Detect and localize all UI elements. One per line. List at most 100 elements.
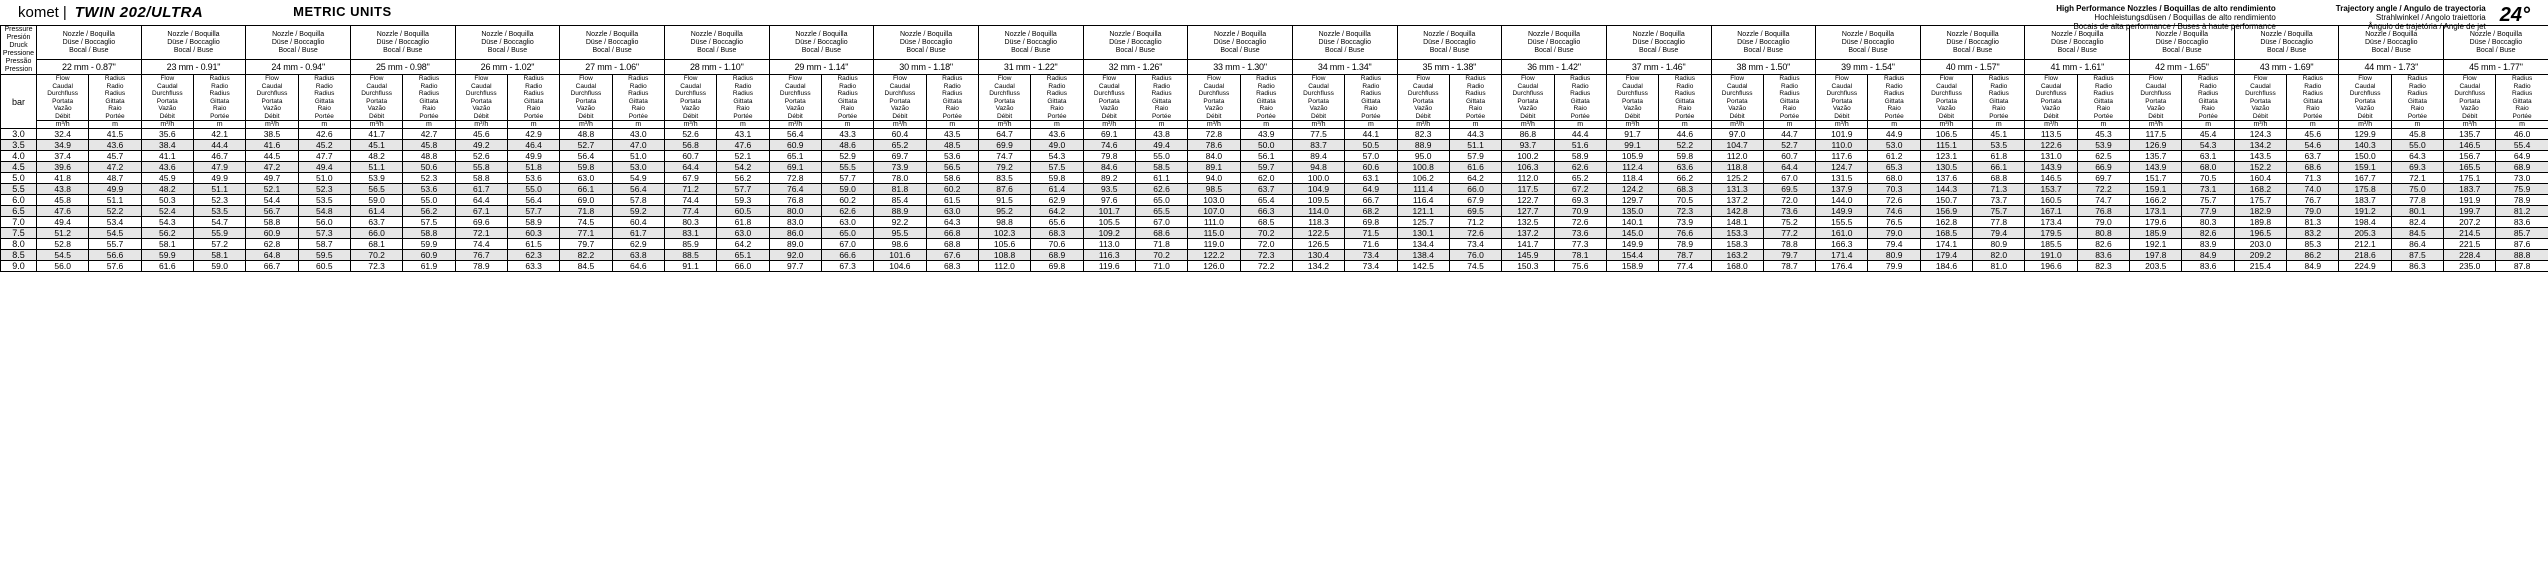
radius-header: RadiusRadioRadiusGittataRaioPortée <box>2287 75 2339 121</box>
table-cell: 192.1 <box>2130 239 2182 250</box>
table-cell: 143.9 <box>2025 162 2077 173</box>
table-cell: 126.9 <box>2130 140 2182 151</box>
table-cell: 196.5 <box>2234 228 2286 239</box>
table-cell: 176.4 <box>1816 261 1868 272</box>
table-cell: 56.0 <box>37 261 89 272</box>
table-cell: 49.4 <box>1135 140 1187 151</box>
radius-unit: m <box>1868 121 1920 129</box>
table-cell: 100.2 <box>1502 151 1554 162</box>
table-cell: 76.0 <box>1449 250 1501 261</box>
table-cell: 53.0 <box>612 162 664 173</box>
table-cell: 45.7 <box>89 151 141 162</box>
table-cell: 51.0 <box>612 151 664 162</box>
table-cell: 66.0 <box>350 228 402 239</box>
table-cell: 66.9 <box>2077 162 2129 173</box>
table-cell: 74.0 <box>2287 184 2339 195</box>
table-cell: 55.0 <box>2391 140 2443 151</box>
pressure-value: 5.0 <box>1 173 37 184</box>
table-cell: 89.2 <box>1083 173 1135 184</box>
table-cell: 75.7 <box>1973 206 2025 217</box>
table-cell: 87.6 <box>2496 239 2548 250</box>
flow-unit: m³/h <box>1083 121 1135 129</box>
radius-header: RadiusRadioRadiusGittataRaioPortée <box>1763 75 1815 121</box>
table-cell: 52.9 <box>821 151 873 162</box>
table-cell: 48.8 <box>560 129 612 140</box>
table-cell: 189.8 <box>2234 217 2286 228</box>
table-cell: 191.9 <box>2444 195 2496 206</box>
table-cell: 43.6 <box>1031 129 1083 140</box>
table-cell: 44.9 <box>1868 129 1920 140</box>
radius-unit: m <box>2182 121 2234 129</box>
nozzle-size: 43 mm - 1.69" <box>2234 60 2339 75</box>
table-cell: 70.2 <box>350 250 402 261</box>
table-cell: 75.0 <box>2391 184 2443 195</box>
nozzle-size: 27 mm - 1.06" <box>560 60 665 75</box>
radius-header: RadiusRadioRadiusGittataRaioPortée <box>1659 75 1711 121</box>
table-cell: 61.9 <box>403 261 455 272</box>
table-cell: 82.2 <box>560 250 612 261</box>
table-cell: 150.0 <box>2339 151 2391 162</box>
table-cell: 84.5 <box>2391 228 2443 239</box>
table-cell: 76.8 <box>2077 206 2129 217</box>
table-cell: 60.4 <box>874 129 926 140</box>
table-cell: 126.0 <box>1188 261 1240 272</box>
table-cell: 59.0 <box>193 261 245 272</box>
table-cell: 74.6 <box>1083 140 1135 151</box>
table-cell: 66.1 <box>560 184 612 195</box>
table-cell: 83.7 <box>1292 140 1344 151</box>
flow-unit: m³/h <box>2339 121 2391 129</box>
table-cell: 81.2 <box>2496 206 2548 217</box>
table-cell: 60.7 <box>1763 151 1815 162</box>
table-cell: 50.5 <box>1345 140 1397 151</box>
hpn-line-0: High Performance Nozzles / Boquillas de … <box>2056 4 2276 13</box>
table-cell: 131.5 <box>1816 173 1868 184</box>
table-cell: 68.9 <box>2496 162 2548 173</box>
table-cell: 87.5 <box>2391 250 2443 261</box>
radius-unit: m <box>298 121 350 129</box>
radius-header: RadiusRadioRadiusGittataRaioPortée <box>612 75 664 121</box>
radius-header: RadiusRadioRadiusGittataRaioPortée <box>298 75 350 121</box>
radius-unit: m <box>1659 121 1711 129</box>
table-cell: 68.8 <box>926 239 978 250</box>
table-cell: 58.9 <box>507 217 559 228</box>
table-cell: 80.8 <box>2077 228 2129 239</box>
table-cell: 53.0 <box>1868 140 1920 151</box>
table-cell: 68.6 <box>1135 228 1187 239</box>
table-cell: 111.0 <box>1188 217 1240 228</box>
table-cell: 72.3 <box>1240 250 1292 261</box>
table-cell: 145.9 <box>1502 250 1554 261</box>
table-cell: 68.6 <box>2287 162 2339 173</box>
table-cell: 45.1 <box>350 140 402 151</box>
flow-unit: m³/h <box>769 121 821 129</box>
table-cell: 57.6 <box>89 261 141 272</box>
table-cell: 56.4 <box>507 195 559 206</box>
table-cell: 71.8 <box>560 206 612 217</box>
table-cell: 58.1 <box>193 250 245 261</box>
table-cell: 66.7 <box>246 261 298 272</box>
table-cell: 83.6 <box>2496 217 2548 228</box>
nozzle-header: Nozzle / BoquillaDüse / BoccaglioBocal /… <box>978 26 1083 60</box>
table-cell: 183.7 <box>2339 195 2391 206</box>
flow-header: FlowCaudalDurchflussPortataVazãoDébit <box>2130 75 2182 121</box>
table-cell: 221.5 <box>2444 239 2496 250</box>
flow-unit: m³/h <box>978 121 1030 129</box>
table-cell: 171.4 <box>1816 250 1868 261</box>
table-cell: 79.0 <box>2077 217 2129 228</box>
table-cell: 66.7 <box>1345 195 1397 206</box>
radius-header: RadiusRadioRadiusGittataRaioPortée <box>2391 75 2443 121</box>
table-cell: 88.9 <box>874 206 926 217</box>
table-cell: 62.6 <box>821 206 873 217</box>
table-cell: 83.9 <box>2182 239 2234 250</box>
radius-unit: m <box>2287 121 2339 129</box>
pressure-value: 3.5 <box>1 140 37 151</box>
nozzle-size: 31 mm - 1.22" <box>978 60 1083 75</box>
table-cell: 59.8 <box>1659 151 1711 162</box>
table-cell: 56.8 <box>664 140 716 151</box>
table-cell: 94.8 <box>1292 162 1344 173</box>
table-cell: 43.5 <box>926 129 978 140</box>
table-cell: 62.9 <box>1031 195 1083 206</box>
table-cell: 43.3 <box>821 129 873 140</box>
table-cell: 83.2 <box>2287 228 2339 239</box>
table-cell: 68.3 <box>926 261 978 272</box>
table-cell: 46.0 <box>2496 129 2548 140</box>
